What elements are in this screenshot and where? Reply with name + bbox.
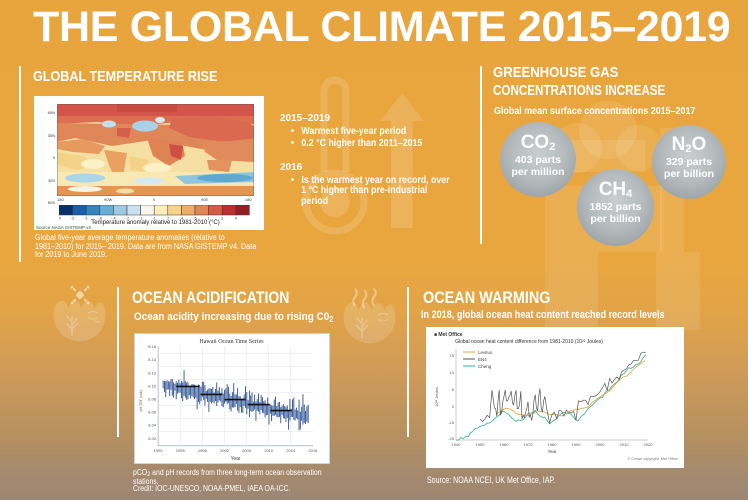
svg-text:Cheng: Cheng bbox=[478, 364, 492, 369]
svg-text:8.02: 8.02 bbox=[148, 436, 157, 441]
svg-text:2000: 2000 bbox=[596, 442, 606, 447]
svg-text:.4: .4 bbox=[180, 217, 183, 221]
svg-text:1990: 1990 bbox=[154, 448, 164, 453]
svg-text:10²² Joules: 10²² Joules bbox=[434, 387, 439, 407]
svg-text:.2: .2 bbox=[166, 217, 169, 221]
svg-text:2018: 2018 bbox=[308, 448, 318, 453]
svg-text:-1: -1 bbox=[85, 217, 88, 221]
svg-text:2010: 2010 bbox=[620, 442, 630, 447]
svg-text:2010: 2010 bbox=[264, 448, 274, 453]
svg-text:-4: -4 bbox=[59, 217, 61, 221]
svg-text:1950: 1950 bbox=[476, 442, 486, 447]
svg-text:8.14: 8.14 bbox=[148, 357, 157, 362]
svg-text:8.16: 8.16 bbox=[148, 344, 157, 349]
svg-text:5: 5 bbox=[452, 387, 455, 392]
svg-text:8.04: 8.04 bbox=[148, 423, 157, 428]
svg-text:Hawaii Ocean Time Series: Hawaii Ocean Time Series bbox=[199, 339, 264, 345]
svg-text:2014: 2014 bbox=[286, 448, 296, 453]
svg-text:-.1: -.1 bbox=[138, 217, 142, 221]
svg-text:8.10: 8.10 bbox=[148, 383, 157, 388]
svg-text:1998: 1998 bbox=[198, 448, 208, 453]
svg-text:2006: 2006 bbox=[242, 448, 252, 453]
svg-text:8.06: 8.06 bbox=[148, 410, 157, 415]
svg-text:EN4: EN4 bbox=[478, 357, 487, 362]
svg-text:1995: 1995 bbox=[176, 448, 186, 453]
svg-text:4: 4 bbox=[235, 217, 237, 221]
svg-text:■ Met Office: ■ Met Office bbox=[434, 332, 463, 338]
svg-text:© Crown copyright. Met Office: © Crown copyright. Met Office bbox=[627, 457, 678, 461]
svg-text:pH TOT (calc): pH TOT (calc) bbox=[139, 390, 143, 412]
svg-text:-.6: -.6 bbox=[98, 217, 102, 221]
svg-text:1990: 1990 bbox=[572, 442, 582, 447]
svg-text:8.08: 8.08 bbox=[148, 397, 157, 402]
svg-text:2002: 2002 bbox=[220, 448, 230, 453]
svg-text:-15: -15 bbox=[448, 420, 455, 425]
svg-text:-2: -2 bbox=[71, 217, 74, 221]
svg-text:8.12: 8.12 bbox=[148, 370, 157, 375]
svg-text:0: 0 bbox=[452, 404, 455, 409]
svg-text:1970: 1970 bbox=[524, 442, 534, 447]
svg-text:.1: .1 bbox=[153, 217, 156, 221]
svg-text:.6: .6 bbox=[193, 217, 196, 221]
svg-text:1980: 1980 bbox=[548, 442, 558, 447]
svg-text:Levitus: Levitus bbox=[478, 350, 493, 355]
svg-text:1960: 1960 bbox=[500, 442, 510, 447]
svg-text:-.4: -.4 bbox=[111, 217, 115, 221]
svg-text:1: 1 bbox=[208, 217, 210, 221]
svg-text:Year: Year bbox=[230, 456, 240, 462]
svg-text:-25: -25 bbox=[448, 436, 455, 441]
svg-text:Year: Year bbox=[547, 449, 557, 454]
svg-text:10: 10 bbox=[450, 370, 455, 375]
svg-text:1940: 1940 bbox=[452, 442, 462, 447]
svg-text:-.2: -.2 bbox=[125, 217, 129, 221]
svg-text:Global ocean heat content diff: Global ocean heat content difference fro… bbox=[455, 339, 603, 345]
svg-text:15: 15 bbox=[450, 353, 455, 358]
svg-text:2020: 2020 bbox=[644, 442, 654, 447]
svg-text:2: 2 bbox=[221, 217, 223, 221]
